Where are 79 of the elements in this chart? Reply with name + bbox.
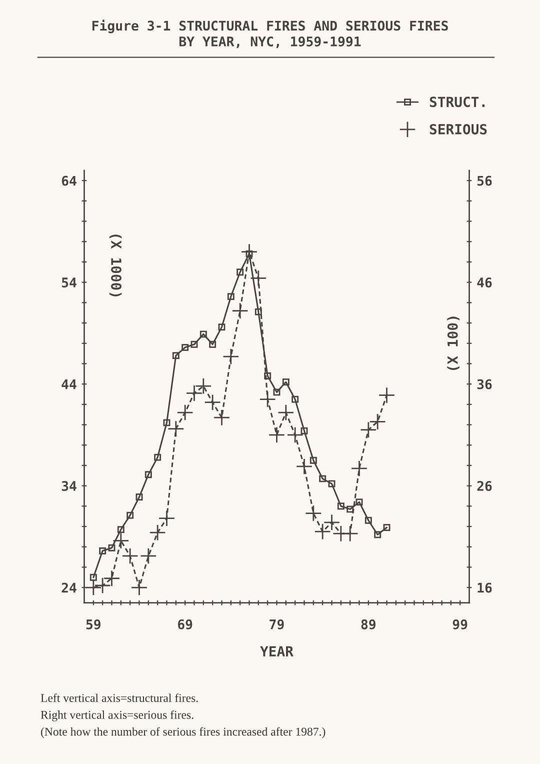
point	[222, 348, 240, 365]
point	[319, 475, 326, 482]
point	[176, 404, 194, 421]
y2-tick-label: 26	[477, 481, 492, 491]
point	[250, 270, 267, 287]
text: (Note how the number of serious fires increased after 1987.)	[41, 727, 326, 738]
point	[144, 471, 152, 478]
point	[99, 547, 106, 554]
text: Left vertical axis=structural fires.	[40, 694, 198, 702]
point	[158, 510, 176, 527]
point	[204, 394, 221, 411]
point	[168, 420, 184, 438]
point	[364, 516, 372, 524]
y2-tick-label: 36	[477, 379, 492, 390]
point	[292, 396, 299, 403]
y-axis-title: (X 1000)	[109, 234, 122, 296]
point	[209, 340, 216, 348]
y-tick-label: 34	[62, 481, 76, 491]
point	[154, 454, 162, 461]
point	[268, 426, 286, 444]
point	[136, 494, 143, 500]
y-tick-label: 54	[62, 278, 76, 288]
point	[259, 390, 276, 408]
point	[149, 524, 166, 541]
x-tick-label: 99	[452, 619, 468, 630]
chart-title: Figure 3-1 STRUCTURAL FIRES AND SERIOUS FIRES BY YEAR, NYC, 1959-1991	[92, 20, 448, 48]
point	[108, 544, 116, 552]
point	[126, 512, 134, 519]
point	[278, 404, 294, 421]
point	[163, 419, 170, 426]
point	[122, 548, 138, 564]
point	[254, 308, 262, 316]
point	[172, 352, 180, 360]
x-axis-title: YEAR	[260, 646, 294, 656]
point	[383, 524, 390, 531]
point	[305, 504, 322, 522]
point	[374, 531, 382, 538]
point	[190, 340, 198, 348]
point	[296, 458, 313, 475]
point	[286, 426, 304, 444]
point	[218, 324, 226, 331]
y2-tick-label: 56	[477, 176, 492, 186]
y2-tick-label: 16	[478, 582, 492, 593]
point	[140, 548, 157, 564]
point	[200, 330, 207, 338]
point	[282, 378, 290, 386]
y2-axis-title: (X 100)	[447, 316, 460, 370]
point	[342, 525, 358, 542]
point	[246, 250, 253, 258]
legend-label: SERIOUS	[430, 124, 487, 134]
point	[182, 344, 189, 351]
point	[378, 386, 396, 404]
point	[337, 502, 344, 510]
x-tick-label: 69	[178, 619, 192, 630]
point	[232, 302, 248, 320]
point	[310, 456, 317, 464]
y-tick-label: 24	[62, 582, 76, 593]
text: Right vertical axis=serious fires.	[40, 710, 194, 722]
point	[346, 506, 354, 513]
legend-label: STRUCT.	[430, 96, 485, 108]
point	[273, 388, 280, 396]
y-tick-label: 64	[62, 176, 76, 186]
point	[328, 480, 336, 488]
point	[356, 498, 363, 506]
point	[264, 372, 272, 380]
point	[90, 574, 97, 581]
x-tick-label: 89	[361, 619, 376, 630]
point	[130, 579, 148, 596]
point	[236, 268, 244, 276]
point	[117, 526, 124, 534]
y2-tick-label: 46	[477, 278, 492, 288]
point	[300, 427, 308, 434]
point	[213, 409, 230, 426]
x-tick-label: 79	[270, 619, 284, 630]
x-tick-label: 59	[86, 619, 101, 630]
point	[350, 460, 368, 477]
point	[112, 532, 130, 550]
point	[227, 293, 234, 300]
y-tick-label: 44	[62, 379, 76, 390]
